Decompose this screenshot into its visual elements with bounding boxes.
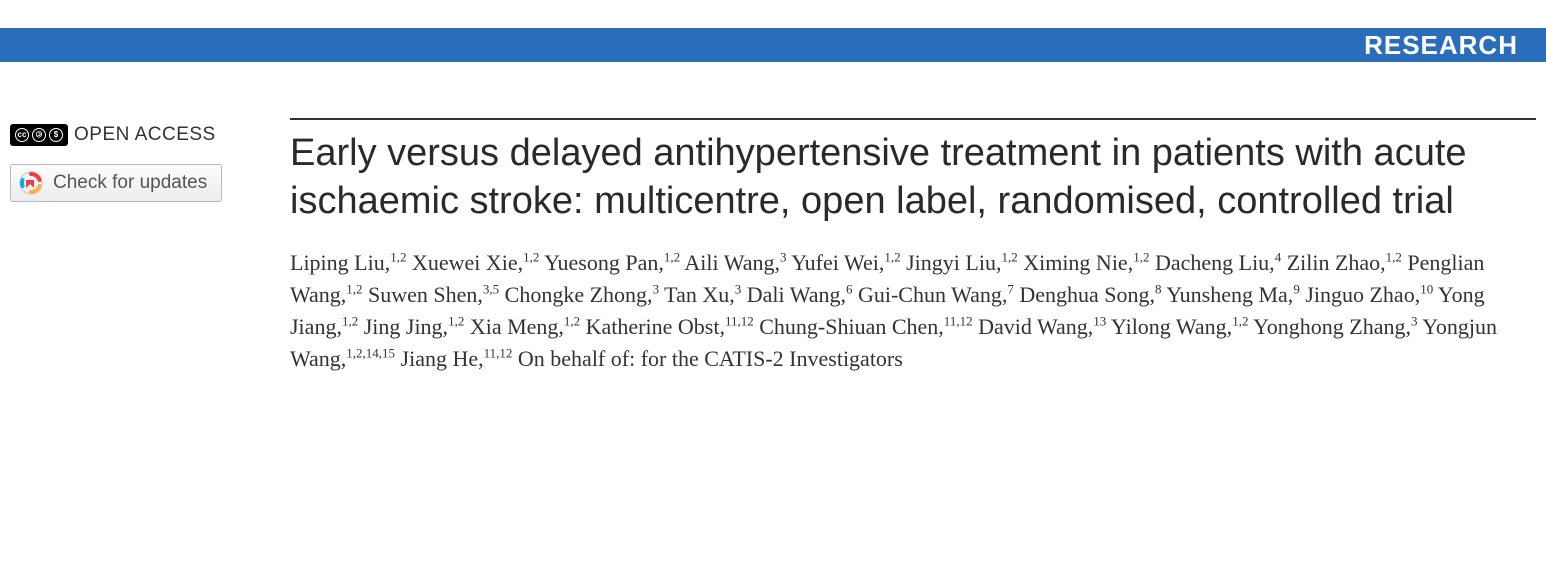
article-header: Early versus delayed antihypertensive tr…	[290, 118, 1536, 375]
content-row: cc 🄯 $ OPEN ACCESS Check for updates Ear…	[0, 118, 1546, 375]
open-access-label: OPEN ACCESS	[74, 124, 216, 146]
section-label: RESEARCH	[1364, 30, 1518, 61]
article-title: Early versus delayed antihypertensive tr…	[290, 130, 1506, 225]
cc-license-badge-icon: cc 🄯 $	[10, 124, 68, 146]
by-icon: 🄯	[32, 128, 46, 142]
nc-icon: $	[49, 128, 63, 142]
crossmark-icon	[19, 171, 43, 195]
sidebar: cc 🄯 $ OPEN ACCESS Check for updates	[10, 118, 290, 375]
open-access-row: cc 🄯 $ OPEN ACCESS	[10, 124, 272, 146]
check-for-updates-button[interactable]: Check for updates	[10, 164, 222, 202]
check-for-updates-label: Check for updates	[53, 172, 207, 194]
section-banner: RESEARCH	[0, 28, 1546, 62]
author-list: Liping Liu,1,2 Xuewei Xie,1,2 Yuesong Pa…	[290, 247, 1506, 375]
cc-icon: cc	[15, 128, 29, 142]
